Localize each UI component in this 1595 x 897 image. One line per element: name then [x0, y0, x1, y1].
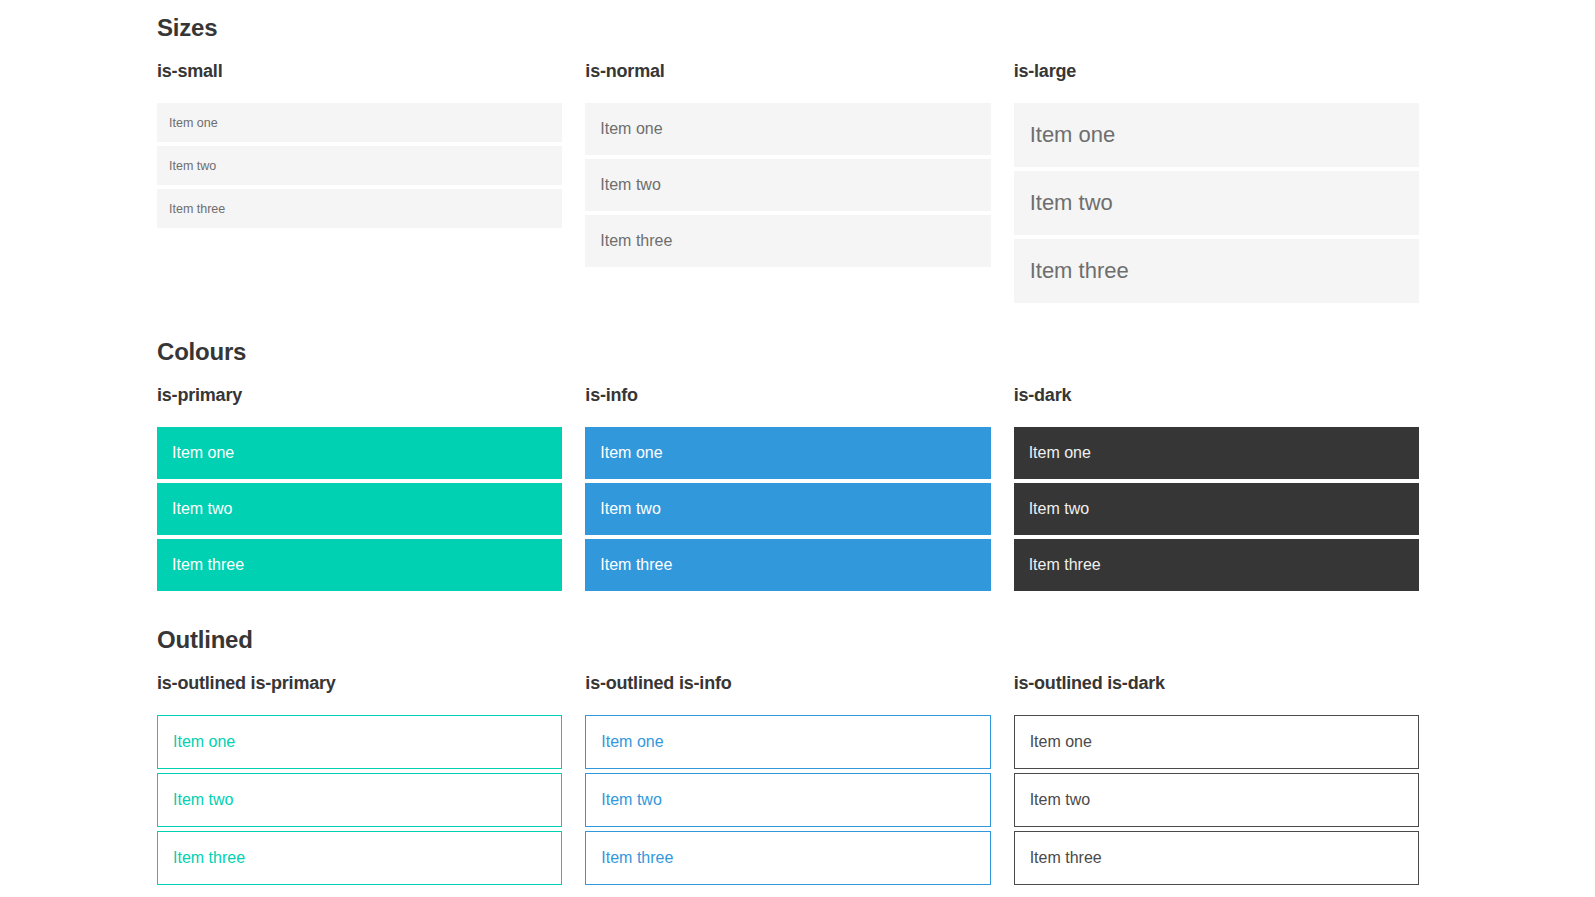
list-is-large: Item one Item two Item three [1014, 103, 1419, 303]
section-outlined: Outlined is-outlined is-primary Item one… [157, 626, 1419, 889]
list-item[interactable]: Item two [1014, 773, 1419, 827]
variant-title-is-small: is-small [157, 61, 562, 82]
colours-columns: is-primary Item one Item two Item three … [157, 385, 1419, 595]
variant-column-is-dark: is-dark Item one Item two Item three [1014, 385, 1419, 595]
variant-title-outlined-primary: is-outlined is-primary [157, 673, 562, 694]
variant-column-is-normal: is-normal Item one Item two Item three [585, 61, 990, 307]
variant-title-is-large: is-large [1014, 61, 1419, 82]
list-item[interactable]: Item one [1014, 103, 1419, 167]
list-item[interactable]: Item two [1014, 171, 1419, 235]
variant-title-outlined-dark: is-outlined is-dark [1014, 673, 1419, 694]
list-is-dark: Item one Item two Item three [1014, 427, 1419, 591]
variant-column-outlined-dark: is-outlined is-dark Item one Item two It… [1014, 673, 1419, 889]
list-item[interactable]: Item three [1014, 539, 1419, 591]
list-outlined-primary: Item one Item two Item three [157, 715, 562, 885]
section-title-colours: Colours [157, 338, 1419, 366]
variant-title-is-info: is-info [585, 385, 990, 406]
list-item[interactable]: Item three [585, 215, 990, 267]
list-item[interactable]: Item three [585, 539, 990, 591]
list-item[interactable]: Item two [1014, 483, 1419, 535]
variant-title-is-normal: is-normal [585, 61, 990, 82]
list-item[interactable]: Item two [157, 483, 562, 535]
list-item[interactable]: Item three [585, 831, 990, 885]
list-item[interactable]: Item two [585, 483, 990, 535]
list-item[interactable]: Item one [1014, 427, 1419, 479]
list-item[interactable]: Item one [585, 715, 990, 769]
list-item[interactable]: Item two [585, 159, 990, 211]
list-is-info: Item one Item two Item three [585, 427, 990, 591]
variant-column-outlined-primary: is-outlined is-primary Item one Item two… [157, 673, 562, 889]
variant-title-is-primary: is-primary [157, 385, 562, 406]
variant-column-outlined-info: is-outlined is-info Item one Item two It… [585, 673, 990, 889]
list-item[interactable]: Item one [157, 427, 562, 479]
variant-title-is-dark: is-dark [1014, 385, 1419, 406]
list-item[interactable]: Item three [1014, 831, 1419, 885]
variant-column-is-small: is-small Item one Item two Item three [157, 61, 562, 307]
section-title-sizes: Sizes [157, 14, 1419, 42]
list-outlined-dark: Item one Item two Item three [1014, 715, 1419, 885]
list-item[interactable]: Item three [1014, 239, 1419, 303]
list-item[interactable]: Item three [157, 831, 562, 885]
variant-column-is-primary: is-primary Item one Item two Item three [157, 385, 562, 595]
section-sizes: Sizes is-small Item one Item two Item th… [157, 14, 1419, 307]
list-item[interactable]: Item three [157, 189, 562, 228]
variant-title-outlined-info: is-outlined is-info [585, 673, 990, 694]
variant-column-is-large: is-large Item one Item two Item three [1014, 61, 1419, 307]
section-title-outlined: Outlined [157, 626, 1419, 654]
list-is-small: Item one Item two Item three [157, 103, 562, 228]
sizes-columns: is-small Item one Item two Item three is… [157, 61, 1419, 307]
list-is-primary: Item one Item two Item three [157, 427, 562, 591]
list-outlined-info: Item one Item two Item three [585, 715, 990, 885]
list-item[interactable]: Item two [157, 773, 562, 827]
list-item[interactable]: Item two [585, 773, 990, 827]
list-item[interactable]: Item one [157, 103, 562, 142]
list-item[interactable]: Item two [157, 146, 562, 185]
list-is-normal: Item one Item two Item three [585, 103, 990, 267]
list-item[interactable]: Item one [585, 427, 990, 479]
variant-column-is-info: is-info Item one Item two Item three [585, 385, 990, 595]
section-colours: Colours is-primary Item one Item two Ite… [157, 338, 1419, 595]
outlined-columns: is-outlined is-primary Item one Item two… [157, 673, 1419, 889]
list-item[interactable]: Item three [157, 539, 562, 591]
list-item[interactable]: Item one [585, 103, 990, 155]
component-demo-page: Sizes is-small Item one Item two Item th… [0, 0, 1419, 897]
list-item[interactable]: Item one [157, 715, 562, 769]
list-item[interactable]: Item one [1014, 715, 1419, 769]
